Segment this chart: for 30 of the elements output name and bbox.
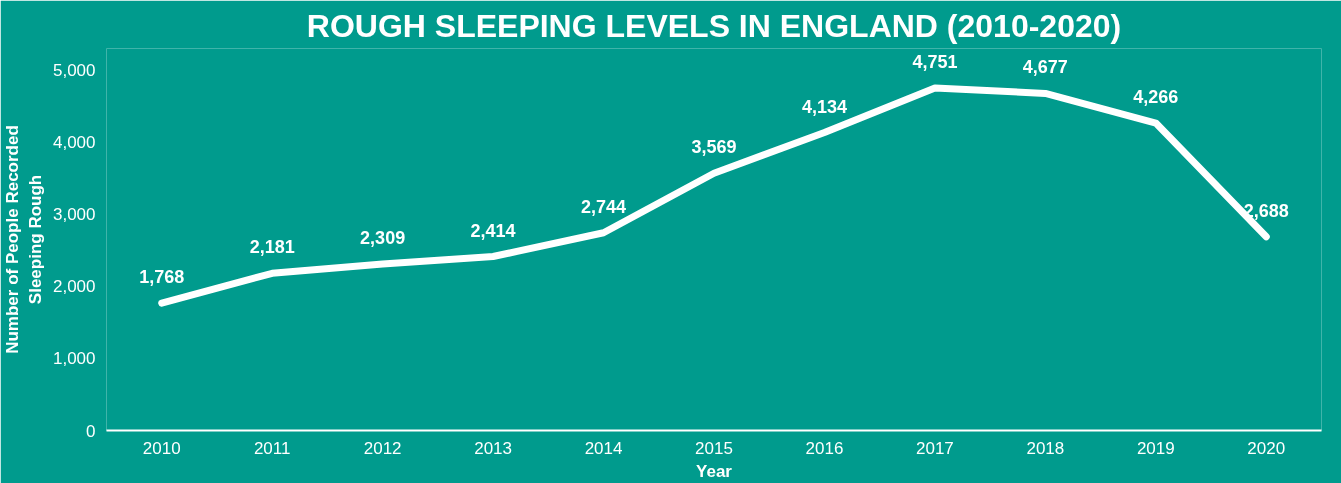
x-axis-title: Year: [696, 461, 733, 481]
text: 4,134: [801, 96, 847, 117]
x-tick-label: 2019: [1136, 438, 1175, 458]
x-tick-label: 2018: [1026, 438, 1065, 458]
x-tick-label: 2014: [584, 438, 623, 458]
y-tick-label: 0: [86, 421, 96, 441]
text: 4,266: [1133, 87, 1179, 108]
text: 4,751: [912, 52, 958, 73]
x-tick-label: 2016: [805, 438, 844, 458]
x-tick-label: 2015: [695, 438, 733, 458]
chart-title: ROUGH SLEEPING LEVELS IN ENGLAND (2010-2020): [306, 7, 1122, 44]
text: 1,768: [139, 267, 185, 288]
y-tick-label: 5,000: [52, 61, 96, 81]
y-axis-title: Number of People Recorded Sleeping Rough: [3, 125, 45, 354]
text: 2,744: [581, 196, 627, 217]
y-tick-label: 1,000: [52, 349, 96, 369]
x-tick-label: 2011: [253, 438, 291, 458]
text: 2,309: [360, 228, 406, 249]
x-tick-label: 2020: [1247, 438, 1286, 458]
y-tick-label: 2,000: [52, 277, 96, 297]
text: 2,414: [470, 220, 516, 241]
y-tick-label: 4,000: [52, 133, 96, 153]
x-tick-label: 2012: [363, 438, 402, 458]
y-tick-label: 3,000: [52, 205, 96, 225]
x-tick-label: 2010: [142, 438, 181, 458]
text: 4,677: [1022, 57, 1068, 78]
x-tick-label: 2013: [474, 438, 513, 458]
x-tick-label: 2017: [916, 438, 954, 458]
text: 2,181: [249, 237, 295, 258]
text: 3,569: [691, 137, 737, 158]
